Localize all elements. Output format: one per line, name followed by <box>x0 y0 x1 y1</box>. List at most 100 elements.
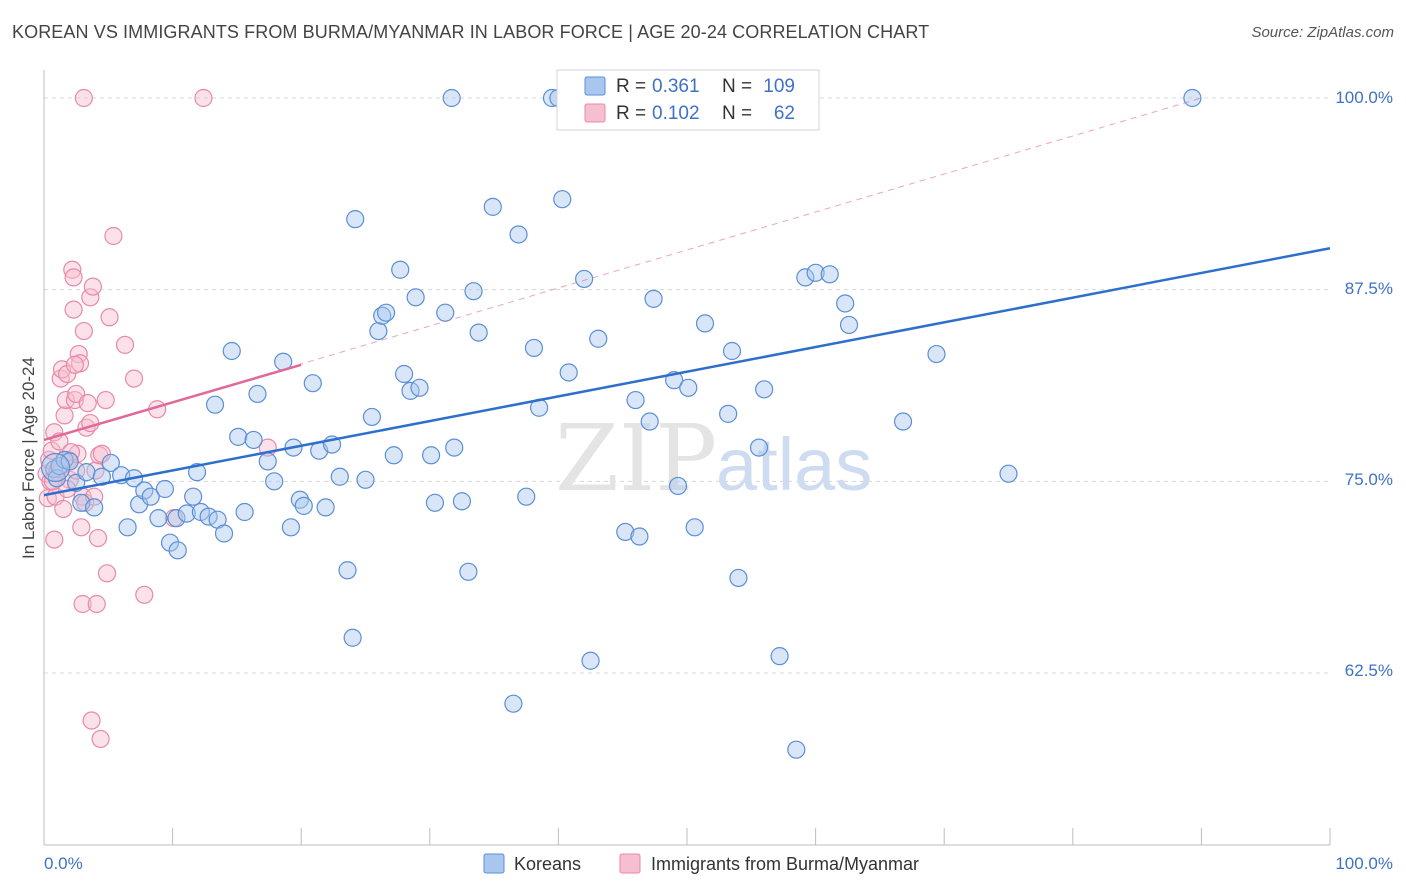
data-point-burma <box>64 300 83 319</box>
data-point-burma <box>115 335 135 354</box>
series-koreans-points <box>40 88 1202 759</box>
data-point-korean <box>483 197 502 216</box>
data-point-korean <box>836 294 855 313</box>
data-point-korean <box>205 395 225 414</box>
data-point-korean <box>626 390 645 410</box>
trend-lines <box>43 97 1331 497</box>
stats-legend: R = 0.361 N = 109 R = 0.102 N = 62 <box>556 69 820 131</box>
data-point-burma <box>88 528 108 548</box>
data-point-korean <box>248 384 267 404</box>
data-point-korean <box>369 321 388 341</box>
data-point-korean <box>806 263 825 282</box>
data-point-burma <box>78 394 97 413</box>
data-point-burma <box>74 321 93 341</box>
data-point-korean <box>685 518 704 537</box>
data-point-korean <box>258 452 277 471</box>
data-point-korean <box>330 467 349 486</box>
data-point-burma <box>45 530 64 549</box>
watermark-atlas: atlas <box>716 423 872 506</box>
data-point-korean <box>214 524 234 543</box>
data-point-burma <box>135 585 154 604</box>
data-point-korean <box>553 190 572 209</box>
data-point-korean <box>1183 88 1202 108</box>
chart-source: Source: ZipAtlas.com <box>1251 24 1394 41</box>
x-tick-label-max: 100.0% <box>1335 854 1393 873</box>
data-point-korean <box>719 404 738 423</box>
data-point-korean <box>695 314 715 333</box>
data-point-korean <box>445 438 464 457</box>
data-point-korean <box>384 446 403 465</box>
data-point-korean <box>303 374 322 393</box>
data-point-korean <box>155 479 174 499</box>
legend-n-value: 62 <box>774 103 795 124</box>
data-point-korean <box>294 496 313 515</box>
data-point-burma <box>96 390 115 410</box>
legend-n-value: 109 <box>763 76 795 97</box>
data-point-korean <box>770 647 789 666</box>
data-point-korean <box>149 509 168 528</box>
data-point-korean <box>796 268 815 287</box>
data-point-korean <box>787 740 806 759</box>
data-point-korean <box>410 378 429 397</box>
data-point-korean <box>589 329 608 348</box>
data-point-korean <box>722 341 742 361</box>
data-point-korean <box>222 341 241 361</box>
data-point-korean <box>729 568 748 588</box>
data-point-korean <box>425 493 445 512</box>
data-point-korean <box>893 412 913 431</box>
data-point-burma <box>55 406 74 425</box>
legend-swatch-burma <box>584 103 606 123</box>
legend-n-label: N = <box>722 103 752 124</box>
data-point-burma <box>54 499 73 519</box>
data-point-korean <box>244 430 263 450</box>
data-point-korean <box>504 694 523 713</box>
data-point-korean <box>421 446 441 465</box>
data-point-korean <box>927 344 946 364</box>
legend-r-label: R = <box>616 103 646 124</box>
data-point-korean <box>362 407 382 427</box>
legend-r-value: 0.361 <box>652 76 700 97</box>
data-point-korean <box>442 88 461 108</box>
data-point-korean <box>235 502 254 522</box>
bottom-legend: Koreans Immigrants from Burma/Myanmar <box>483 853 919 874</box>
data-point-burma <box>73 594 92 614</box>
bottom-legend-swatch-burma <box>619 853 641 874</box>
bottom-legend-label-koreans: Koreans <box>514 854 581 874</box>
trend-line-koreans <box>43 247 1331 497</box>
data-point-korean <box>160 533 180 552</box>
data-point-korean <box>436 303 455 322</box>
y-tick-labels: 62.5% 75.0% 87.5% 100.0% <box>1335 88 1393 680</box>
data-point-korean <box>581 651 600 670</box>
y-axis-title: In Labor Force | Age 20-24 <box>19 357 38 559</box>
data-point-burma <box>42 441 61 460</box>
data-point-korean <box>346 210 365 229</box>
x-tick-label-min: 0.0% <box>44 854 83 873</box>
data-point-burma <box>63 260 82 279</box>
data-point-korean <box>376 303 396 322</box>
data-point-korean <box>509 225 528 244</box>
data-point-korean <box>517 487 536 506</box>
data-point-korean <box>356 470 375 489</box>
data-point-korean <box>316 498 335 517</box>
data-point-burma <box>81 288 100 307</box>
data-point-korean <box>575 269 594 289</box>
data-point-burma <box>91 729 110 749</box>
data-point-korean <box>459 562 478 581</box>
data-point-korean <box>679 378 698 397</box>
data-point-korean <box>630 527 649 546</box>
chart-title: KOREAN VS IMMIGRANTS FROM BURMA/MYANMAR … <box>12 22 930 42</box>
data-point-burma <box>65 355 84 374</box>
data-point-burma <box>74 88 93 108</box>
data-point-korean <box>640 412 659 431</box>
y-tick-label: 62.5% <box>1345 661 1393 680</box>
data-point-korean <box>469 323 488 342</box>
y-tick-label: 100.0% <box>1335 88 1393 107</box>
series-burma-points <box>37 88 277 749</box>
legend-n-label: N = <box>722 76 752 97</box>
legend-swatch-koreans <box>584 76 606 96</box>
data-point-korean <box>177 504 196 523</box>
data-point-korean <box>839 315 859 335</box>
data-point-korean <box>184 487 203 506</box>
data-point-burma <box>104 226 123 246</box>
